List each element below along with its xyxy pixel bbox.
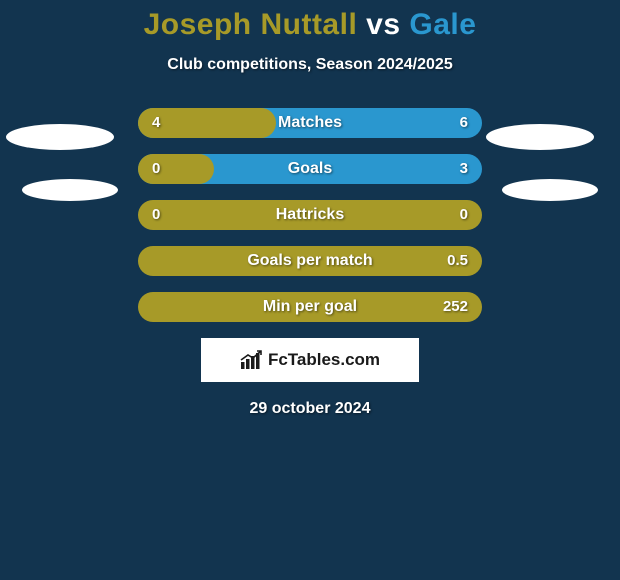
stat-value-right: 3 (460, 154, 468, 184)
logo-text: FcTables.com (268, 350, 380, 370)
bar-track (138, 292, 482, 322)
ellipse-right-bottom (502, 179, 598, 201)
stat-value-right: 0.5 (447, 246, 468, 276)
comparison-card: Joseph Nuttall vs Gale Club competitions… (0, 0, 620, 580)
stat-value-right: 252 (443, 292, 468, 322)
logo-box[interactable]: FcTables.com (201, 338, 419, 382)
stat-row: Matches46 (138, 108, 482, 138)
ellipse-right-top (486, 124, 594, 150)
ellipse-left-bottom (22, 179, 118, 201)
stat-value-left: 0 (152, 154, 160, 184)
stat-row: Goals03 (138, 154, 482, 184)
stat-row: Goals per match0.5 (138, 246, 482, 276)
title-player1: Joseph Nuttall (144, 8, 358, 41)
stat-value-left: 4 (152, 108, 160, 138)
bar-fill-left (138, 154, 214, 184)
title-separator: vs (366, 8, 400, 41)
stat-value-right: 6 (460, 108, 468, 138)
date-line: 29 october 2024 (0, 400, 620, 418)
page-title: Joseph Nuttall vs Gale (0, 0, 620, 42)
stat-value-left: 0 (152, 200, 160, 230)
bar-chart-arrow-icon (240, 350, 262, 370)
stat-row: Hattricks00 (138, 200, 482, 230)
ellipse-left-top (6, 124, 114, 150)
bar-track (138, 200, 482, 230)
bar-track (138, 246, 482, 276)
stat-row: Min per goal252 (138, 292, 482, 322)
subtitle: Club competitions, Season 2024/2025 (0, 56, 620, 74)
stat-value-right: 0 (460, 200, 468, 230)
title-player2: Gale (409, 8, 476, 41)
